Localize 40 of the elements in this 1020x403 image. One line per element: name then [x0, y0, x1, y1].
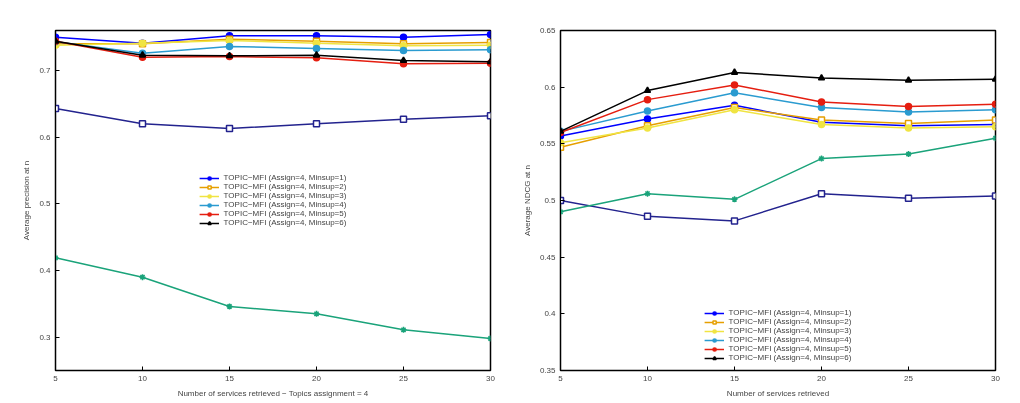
legend-label: TOPIC−MFI (Assign=4, Minsup=4) — [728, 335, 852, 344]
x-axis-title: Number of services retrieved − Topics assignment = 4 — [177, 388, 369, 398]
y-axis-title: Average precision at n — [22, 160, 32, 241]
y-tick-label: 0.35 — [539, 366, 557, 375]
legend-label: TOPIC−MFI (Assign=4, Minsup=1) — [223, 173, 347, 182]
x-tick-label: 15 — [730, 373, 740, 383]
x-tick-label: 30 — [486, 373, 496, 383]
y-tick-label: 0.4 — [544, 309, 557, 319]
y-tick-label: 0.65 — [539, 26, 557, 35]
y-tick-label: 0.5 — [39, 199, 52, 209]
legend-label: TOPIC−MFI (Assign=4, Minsup=2) — [728, 317, 852, 326]
legend-label: TOPIC−MFI (Assign=4, Minsup=3) — [223, 191, 347, 200]
x-tick-label: 30 — [991, 373, 1001, 383]
y-tick-label: 0.6 — [39, 132, 52, 142]
legend-label: TOPIC−MFI (Assign=4, Minsup=6) — [223, 218, 347, 227]
x-tick-label: 20 — [817, 373, 827, 383]
y-axis-title: Average NDCG at n — [522, 165, 532, 236]
legend-label: TOPIC−MFI (Assign=4, Minsup=3) — [728, 326, 852, 335]
y-tick-label: 0.5 — [544, 196, 557, 205]
legend-label: TOPIC−MFI (Assign=4, Minsup=5) — [728, 344, 852, 353]
legend-label: TOPIC−MFI (Assign=4, Minsup=4) — [223, 200, 347, 209]
x-tick-label: 10 — [643, 373, 653, 383]
x-tick-label: 25 — [399, 373, 409, 383]
x-tick-label: 5 — [558, 373, 564, 383]
legend-label: TOPIC−MFI (Assign=4, Minsup=2) — [223, 182, 347, 191]
x-tick-label: 5 — [53, 373, 59, 383]
x-tick-label: 15 — [225, 373, 235, 383]
x-tick-label: 10 — [138, 373, 148, 383]
x-axis-title: Number of services retrieved — [726, 388, 830, 398]
y-tick-label: 0.7 — [39, 66, 52, 75]
legend-label: TOPIC−MFI (Assign=4, Minsup=6) — [728, 353, 852, 362]
y-tick-label: 0.6 — [544, 82, 557, 92]
y-tick-label: 0.4 — [39, 266, 52, 275]
legend-label: TOPIC−MFI (Assign=4, Minsup=5) — [223, 209, 347, 218]
y-tick-label: 0.3 — [39, 332, 52, 342]
y-tick-label: 0.45 — [539, 252, 557, 262]
x-tick-label: 25 — [904, 373, 914, 383]
y-tick-label: 0.55 — [539, 139, 557, 149]
x-tick-label: 20 — [312, 373, 322, 383]
legend-label: TOPIC−MFI (Assign=4, Minsup=1) — [728, 308, 852, 317]
